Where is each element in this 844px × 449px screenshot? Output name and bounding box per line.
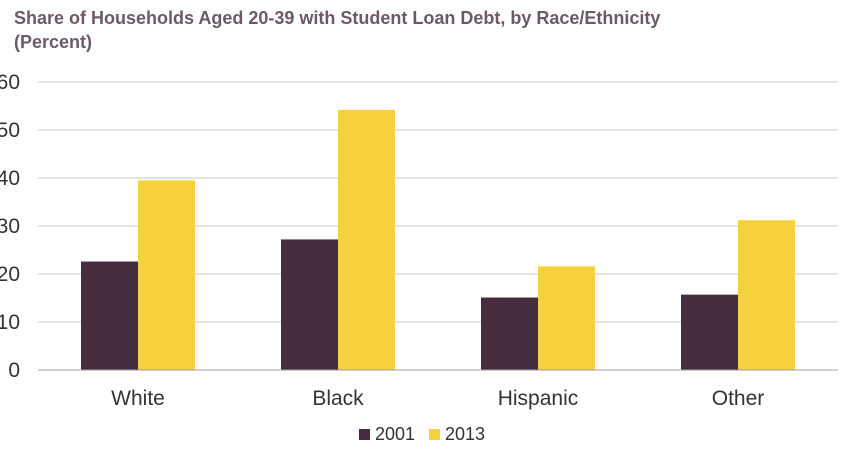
- bar-2001-black: [281, 239, 338, 370]
- bar-2001-other: [681, 294, 738, 370]
- legend-item-2001: 2001: [358, 424, 415, 445]
- legend-label-2013: 2013: [445, 424, 486, 444]
- legend-label-2001: 2001: [374, 424, 415, 444]
- y-tick-label: 20: [0, 263, 20, 286]
- y-tick-label: 30: [0, 215, 20, 238]
- bar-2001-hispanic: [481, 297, 538, 370]
- y-tick-label: 40: [0, 167, 20, 190]
- category-label-black: Black: [312, 387, 364, 410]
- chart-title: Share of Households Aged 20-39 with Stud…: [14, 8, 661, 52]
- bar-2013-white: [138, 180, 195, 370]
- bars: [81, 109, 795, 370]
- category-labels: White Black Hispanic Other: [111, 387, 764, 410]
- legend: 2001 2013: [0, 424, 844, 445]
- y-tick-label: 0: [8, 359, 20, 382]
- legend-swatch-2013: [429, 429, 440, 440]
- bar-2013-black: [338, 109, 395, 370]
- bar-2013-other: [738, 220, 795, 370]
- bar-2013-hispanic: [538, 266, 595, 370]
- legend-item-2013: 2013: [429, 424, 485, 445]
- y-tick-label: 50: [0, 119, 20, 142]
- legend-swatch-2001: [358, 429, 370, 440]
- y-axis-ticks: 0 10 20 30 40 50 60: [0, 71, 20, 382]
- category-label-hispanic: Hispanic: [498, 387, 579, 410]
- bar-2001-white: [81, 261, 138, 370]
- y-tick-label: 60: [0, 71, 20, 94]
- category-label-other: Other: [712, 387, 765, 410]
- category-label-white: White: [111, 387, 165, 410]
- y-tick-label: 10: [0, 311, 20, 334]
